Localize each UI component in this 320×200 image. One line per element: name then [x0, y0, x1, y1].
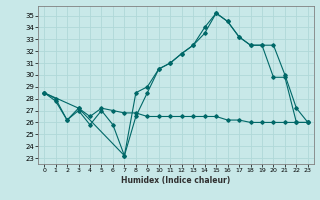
X-axis label: Humidex (Indice chaleur): Humidex (Indice chaleur) — [121, 176, 231, 185]
